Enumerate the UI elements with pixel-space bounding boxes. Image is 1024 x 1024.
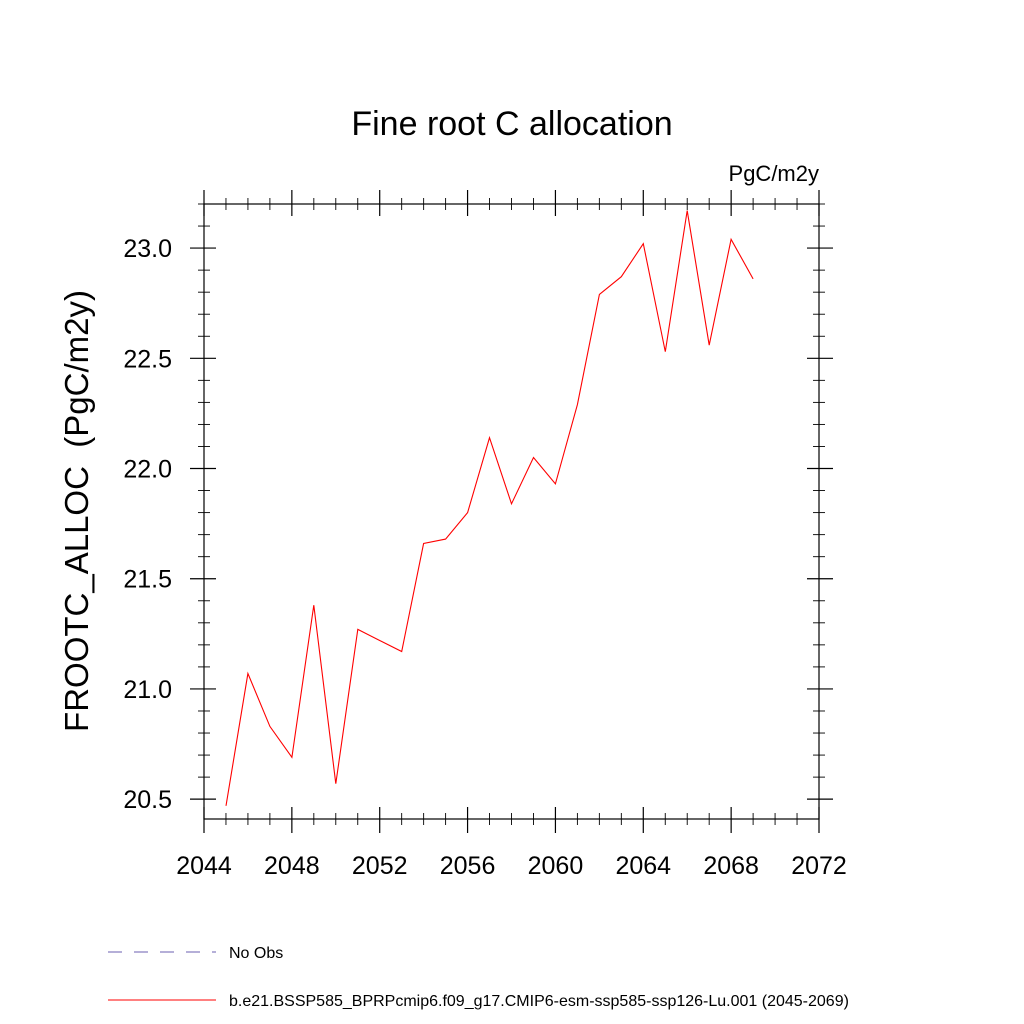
x-tick-label: 2052 (352, 852, 408, 880)
legend: No Obs b.e21.BSSP585_BPRPcmip6.f09_g17.CM… (108, 945, 849, 1010)
axis-tick-labels: 2044 2048 2052 2056 2060 2064 2068 2072 20.5 21.0… (123, 235, 846, 880)
legend-label-0: No Obs (229, 945, 283, 962)
axis-ticks (190, 190, 833, 833)
x-tick-label: 2068 (703, 852, 759, 880)
x-tick-label: 2044 (176, 852, 232, 880)
series-line-0 (225, 210, 754, 806)
y-tick-label: 20.5 (123, 786, 172, 814)
x-tick-label: 2060 (528, 852, 584, 880)
x-tick-label: 2056 (440, 852, 496, 880)
units-label: PgC/m2y (729, 161, 819, 186)
y-tick-label: 22.0 (123, 456, 172, 484)
x-tick-label: 2048 (264, 852, 320, 880)
y-tick-label: 22.5 (123, 345, 172, 373)
y-axis-label: FROOTC_ALLOC (PgC/m2y) (58, 290, 95, 732)
chart-title: Fine root C allocation (351, 105, 672, 143)
y-tick-label: 23.0 (123, 235, 172, 263)
x-tick-label: 2064 (615, 852, 671, 880)
y-tick-label: 21.5 (123, 566, 172, 594)
y-tick-label: 21.0 (123, 676, 172, 704)
x-tick-label: 2072 (791, 852, 847, 880)
series-layer (225, 210, 754, 806)
legend-label-1: b.e21.BSSP585_BPRPcmip6.f09_g17.CMIP6-es… (229, 993, 849, 1010)
